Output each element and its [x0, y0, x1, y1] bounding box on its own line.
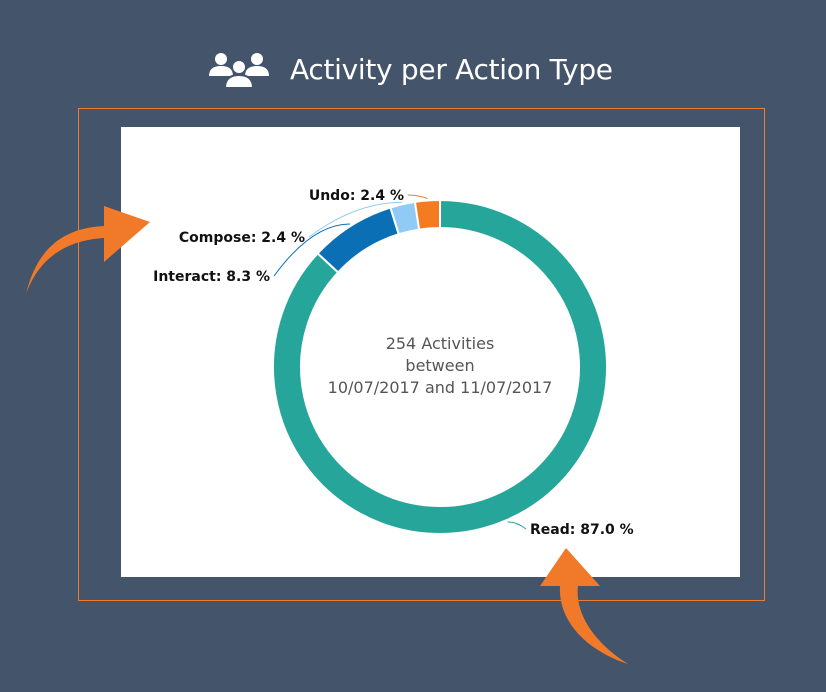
center-text-line-3: 10/07/2017 and 11/07/2017	[328, 378, 553, 397]
highlight-frame	[78, 108, 765, 601]
slice-read[interactable]	[272, 198, 608, 535]
users-group-icon	[209, 53, 269, 88]
leader-line-compose	[308, 201, 403, 238]
leader-line-interact	[273, 223, 350, 277]
center-text-line-2: between	[405, 356, 474, 375]
data-label-compose: Compose: 2.4 %	[179, 230, 305, 246]
data-label-interact: Interact: 8.3 %	[153, 269, 270, 285]
chart-header: Activity per Action Type	[208, 48, 613, 90]
curved-arrow-left	[26, 206, 150, 294]
data-label-undo: Undo: 2.4 %	[309, 188, 404, 204]
leader-line-read	[507, 521, 527, 530]
data-label-read: Read: 87.0 %	[530, 522, 634, 538]
leader-line-undo	[407, 194, 428, 199]
slice-undo[interactable]	[413, 198, 441, 231]
curved-arrow-bottom	[540, 548, 628, 664]
center-text-line-1: 254 Activities	[386, 334, 495, 353]
chart-title: Activity per Action Type	[290, 52, 613, 86]
